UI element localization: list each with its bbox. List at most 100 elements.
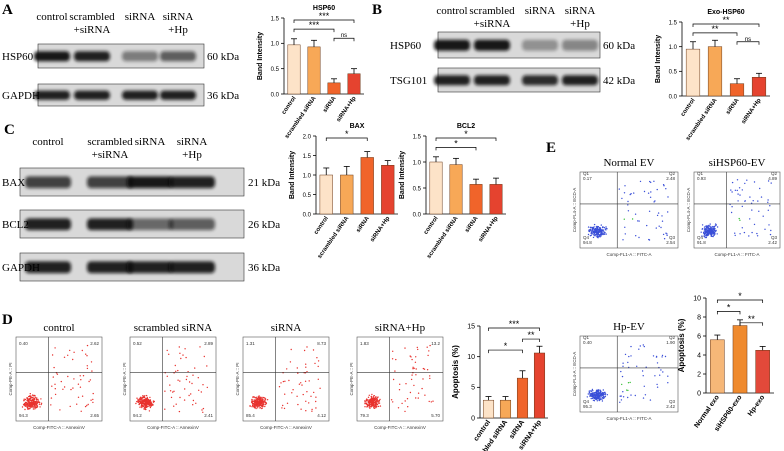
quadrant-value: 5.70	[431, 413, 440, 418]
event-dot	[367, 396, 370, 398]
event-dot	[372, 397, 375, 399]
event-dot	[29, 393, 31, 395]
event-dot	[54, 393, 57, 396]
event-dot	[145, 406, 148, 408]
event-dot	[373, 398, 375, 401]
event-dot	[392, 378, 395, 381]
event-dot	[76, 403, 78, 405]
panel-letter: D	[2, 312, 13, 328]
event-dot	[594, 397, 597, 399]
protein-label: BCL2	[2, 219, 29, 231]
event-dot	[63, 356, 66, 358]
event-dot	[192, 399, 195, 402]
size-label: 42 kDa	[603, 75, 635, 87]
event-dot	[426, 369, 429, 371]
event-dot	[290, 348, 292, 351]
event-dot	[715, 224, 717, 226]
lane-label: control	[32, 136, 63, 148]
quadrant-value: 2.42	[666, 404, 675, 409]
y-tick-label: 0.0	[303, 212, 312, 218]
event-dot	[372, 405, 374, 407]
event-dot	[84, 405, 87, 408]
event-dot	[192, 374, 194, 376]
event-dot	[377, 405, 380, 408]
bar	[449, 164, 463, 215]
event-dot	[145, 394, 148, 397]
event-dot	[703, 231, 705, 234]
event-dot	[86, 355, 88, 357]
event-dot	[145, 402, 148, 404]
event-dot	[637, 220, 639, 222]
quadrant-name: Q2	[669, 171, 676, 176]
event-dot	[604, 396, 606, 398]
event-dot	[305, 363, 307, 365]
lane-label: +siRNA	[74, 24, 111, 36]
event-dot	[257, 396, 259, 398]
event-dot	[252, 400, 254, 402]
event-dot	[706, 234, 708, 236]
bar	[533, 352, 546, 419]
event-dot	[409, 355, 411, 357]
bar	[360, 157, 374, 215]
quadrant-name: Q1	[583, 171, 590, 176]
event-dot	[169, 384, 171, 386]
event-dot	[286, 368, 288, 370]
x-tick-label: siRNA	[464, 215, 480, 234]
event-dot	[768, 224, 770, 226]
flow-frame	[579, 171, 679, 249]
significance-bracket	[333, 37, 355, 42]
event-dot	[716, 226, 719, 228]
event-dot	[667, 375, 669, 377]
event-dot	[597, 395, 599, 397]
event-dot	[305, 366, 307, 368]
event-dot	[756, 232, 758, 235]
event-dot	[749, 196, 751, 198]
event-dot	[587, 226, 590, 228]
event-dot	[716, 233, 718, 235]
event-dot	[595, 233, 598, 235]
event-dot	[257, 398, 259, 400]
event-dot	[770, 229, 772, 232]
event-dot	[753, 223, 756, 226]
event-dot	[51, 385, 53, 387]
event-dot	[394, 370, 396, 372]
event-dot	[600, 232, 602, 235]
event-dot	[146, 400, 149, 402]
bar	[707, 46, 723, 97]
event-dot	[27, 406, 29, 408]
event-dot	[599, 398, 602, 400]
event-dot	[596, 393, 598, 396]
blot-band	[434, 75, 470, 86]
event-dot	[282, 380, 285, 383]
event-dot	[147, 405, 149, 408]
event-dot	[752, 200, 754, 202]
bar	[469, 184, 483, 215]
flow-title: Hp-EV	[613, 321, 645, 333]
event-dot	[598, 234, 601, 237]
event-dot	[257, 404, 259, 406]
significance-label: ***	[309, 20, 320, 30]
event-dot	[596, 398, 598, 401]
event-dot	[599, 236, 601, 238]
event-dot	[166, 349, 168, 352]
event-dot	[767, 209, 769, 211]
chart-title: HSP60	[313, 5, 335, 12]
event-dot	[30, 405, 32, 408]
event-dot	[629, 193, 631, 196]
event-dot	[586, 396, 588, 398]
event-dot	[593, 394, 595, 396]
event-dot	[85, 353, 87, 355]
panel-letter: A	[2, 2, 13, 18]
event-dot	[592, 228, 594, 230]
blot-band	[127, 261, 173, 274]
blot-band	[127, 218, 173, 231]
x-tick-label: siRNA	[322, 95, 338, 114]
event-dot	[649, 399, 652, 401]
flow-y-label: Comp-PE-A :: PI	[122, 362, 127, 395]
event-dot	[140, 401, 142, 403]
event-dot	[255, 407, 257, 410]
event-dot	[29, 402, 31, 404]
event-dot	[37, 400, 39, 402]
chart-title: BAX	[350, 123, 365, 130]
event-dot	[172, 391, 174, 393]
